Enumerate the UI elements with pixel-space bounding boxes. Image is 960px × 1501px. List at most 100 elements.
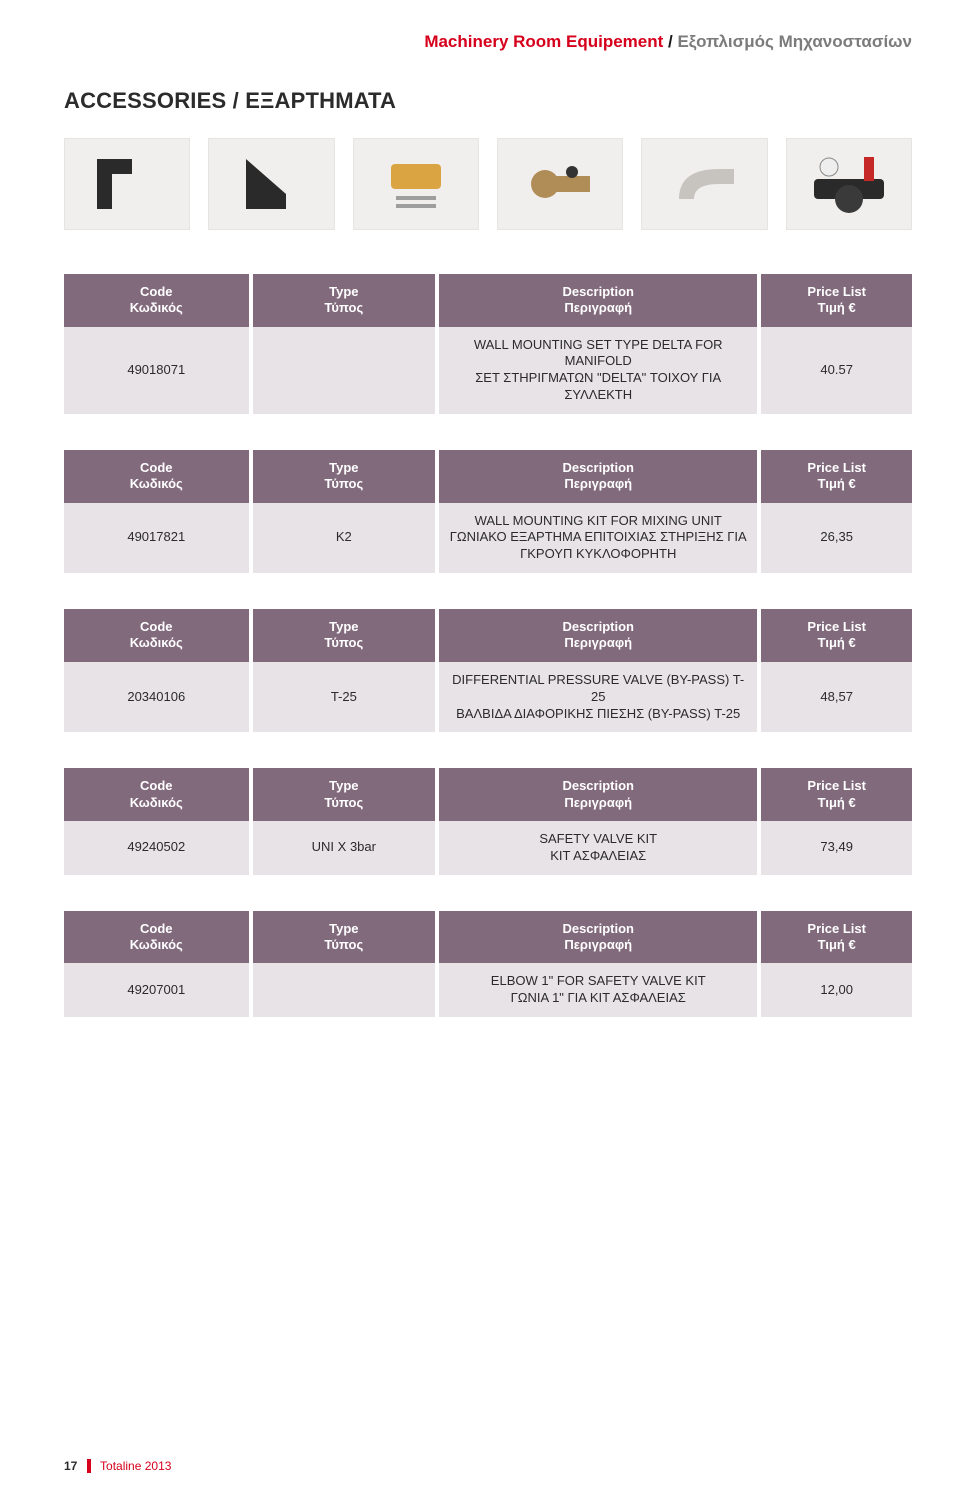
col-price-en: Price List [807,460,866,475]
col-header-type: TypeΤύπος [251,911,438,964]
valve-icon [497,138,623,230]
cell-code: 49018071 [64,327,251,415]
desc-en: SAFETY VALVE KIT [539,831,657,846]
col-type-en: Type [329,619,358,634]
col-price-en: Price List [807,284,866,299]
col-header-code: CodeΚωδικός [64,768,251,821]
col-price-gr: Τιμή € [818,795,856,810]
col-desc-gr: Περιγραφή [564,795,632,810]
cell-type [251,327,438,415]
col-code-gr: Κωδικός [130,300,183,315]
col-code-gr: Κωδικός [130,635,183,650]
col-desc-en: Description [562,460,634,475]
desc-en: WALL MOUNTING SET TYPE DELTA FOR MANIFOL… [474,337,723,369]
page-accent-bar [87,1459,91,1473]
col-desc-gr: Περιγραφή [564,300,632,315]
desc-gr: ΒΑΛΒΙΔΑ ΔΙΑΦΟΡΙΚΗΣ ΠΙΕΣΗΣ (BY-PASS) T-25 [456,706,740,721]
product-table-4: CodeΚωδικόςTypeΤύποςDescriptionΠεριγραφή… [64,911,912,1017]
desc-gr: ΓΩΝΙΑΚΟ ΕΞΑΡΤΗΜΑ ΕΠΙΤΟΙΧΙΑΣ ΣΤΗΡΙΞΗΣ ΓΙΑ… [450,529,747,561]
col-price-gr: Τιμή € [818,635,856,650]
col-header-desc: DescriptionΠεριγραφή [437,911,759,964]
cell-price: 26,35 [759,503,912,574]
cell-price: 12,00 [759,963,912,1017]
col-code-en: Code [140,619,173,634]
header-title-en: Machinery Room Equipement [424,32,663,51]
col-header-type: Type Τύπος [251,768,438,821]
col-desc-gr: Περιγραφή [564,635,632,650]
table-row: 49240502UNI X 3bar SAFETY VALVE KIT ΚΙΤ ΑΣ… [64,821,912,875]
desc-gr: ΚΙΤ ΑΣΦΑΛΕΙΑΣ [550,848,646,863]
table-row: 49207001 ELBOW 1" FOR SAFETY VALVE KITΓΩΝ… [64,963,912,1017]
cell-description: WALL MOUNTING SET TYPE DELTA FOR MANIFOL… [437,327,759,415]
col-desc-en: Description [562,778,634,793]
header-title-gr: Εξοπλισμός Μηχανοστασίων [677,32,912,51]
col-header-type: TypeΤύπος [251,609,438,662]
product-image-row [64,138,912,230]
col-type-en: Type [329,460,358,475]
desc-en: DIFFERENTIAL PRESSURE VALVE (BY-PASS) T-… [452,672,744,704]
col-type-en: Type [329,921,358,936]
cell-type [251,963,438,1017]
col-header-price: Price ListΤιμή € [759,911,912,964]
col-header-desc: DescriptionΠεριγραφή [437,609,759,662]
page-footer: 17 Totaline 2013 [64,1458,171,1473]
col-type-gr: Τύπος [324,795,363,810]
wall-kit-icon [353,138,479,230]
product-table-1: CodeΚωδικόςTypeΤύποςDescriptionΠεριγραφή… [64,450,912,573]
col-header-price: Price ListΤιμή € [759,609,912,662]
col-desc-en: Description [562,619,634,634]
col-type-gr: Τύπος [324,300,363,315]
cell-code: 20340106 [64,662,251,733]
col-price-gr: Τιμή € [818,476,856,491]
col-header-desc: DescriptionΠεριγραφή [437,274,759,327]
col-type-gr: Τύπος [324,937,363,952]
col-price-en: Price List [807,619,866,634]
table-row: 49018071 WALL MOUNTING SET TYPE DELTA FOR… [64,327,912,415]
col-price-gr: Τιμή € [818,937,856,952]
bracket-right-icon [208,138,334,230]
cell-price: 73,49 [759,821,912,875]
col-header-code: CodeΚωδικός [64,609,251,662]
col-type-gr: Τύπος [324,635,363,650]
col-type-en: Type [329,778,358,793]
col-code-en: Code [140,460,173,475]
desc-en: WALL MOUNTING KIT FOR MIXING UNIT [475,513,722,528]
cell-price: 48,57 [759,662,912,733]
col-header-price: Price ListΤιμή € [759,450,912,503]
col-type-en: Type [329,284,358,299]
col-header-code: CodeΚωδικός [64,450,251,503]
elbow-icon [641,138,767,230]
safety-kit-icon [786,138,912,230]
table-row: 49017821K2WALL MOUNTING KIT FOR MIXING U… [64,503,912,574]
product-table-3: CodeΚωδικός Type Τύπος Description Περιγραφή… [64,768,912,874]
cell-type: K2 [251,503,438,574]
cell-description: SAFETY VALVE KIT ΚΙΤ ΑΣΦΑΛΕΙΑΣ [437,821,759,875]
cell-description: WALL MOUNTING KIT FOR MIXING UNITΓΩΝΙΑΚΟ… [437,503,759,574]
bracket-left-icon [64,138,190,230]
desc-gr: ΣΕΤ ΣΤΗΡΙΓΜΑΤΩΝ "DELTA" ΤΟΙΧΟΥ ΓΙΑ ΣΥΛΛΕ… [475,370,721,402]
col-code-en: Code [140,921,173,936]
cell-description: ELBOW 1" FOR SAFETY VALVE KITΓΩΝΙΑ 1" ΓΙ… [437,963,759,1017]
cell-code: 49240502 [64,821,251,875]
col-header-code: CodeΚωδικός [64,911,251,964]
section-title: ACCESSORIES / ΕΞΑΡΤΗΜΑΤΑ [64,88,912,114]
col-code-en: Code [140,284,173,299]
cell-type: T-25 [251,662,438,733]
col-desc-en: Description [562,284,634,299]
col-header-price: Price ListΤιμή € [759,274,912,327]
desc-gr: ΓΩΝΙΑ 1" ΓΙΑ ΚΙΤ ΑΣΦΑΛΕΙΑΣ [511,990,686,1005]
page-number: 17 [64,1459,77,1473]
col-code-gr: Κωδικός [130,795,183,810]
cell-price: 40.57 [759,327,912,415]
col-desc-gr: Περιγραφή [564,937,632,952]
col-price-en: Price List [807,921,866,936]
product-table-2: CodeΚωδικόςTypeΤύποςDescriptionΠεριγραφή… [64,609,912,732]
cell-type: UNI X 3bar [251,821,438,875]
col-price-en: Price List [807,778,866,793]
header-separator: / [663,32,677,51]
cell-code: 49207001 [64,963,251,1017]
product-table-0: CodeΚωδικόςTypeΤύποςDescriptionΠεριγραφή… [64,274,912,414]
col-price-gr: Τιμή € [818,300,856,315]
col-header-type: TypeΤύπος [251,450,438,503]
col-header-type: TypeΤύπος [251,274,438,327]
